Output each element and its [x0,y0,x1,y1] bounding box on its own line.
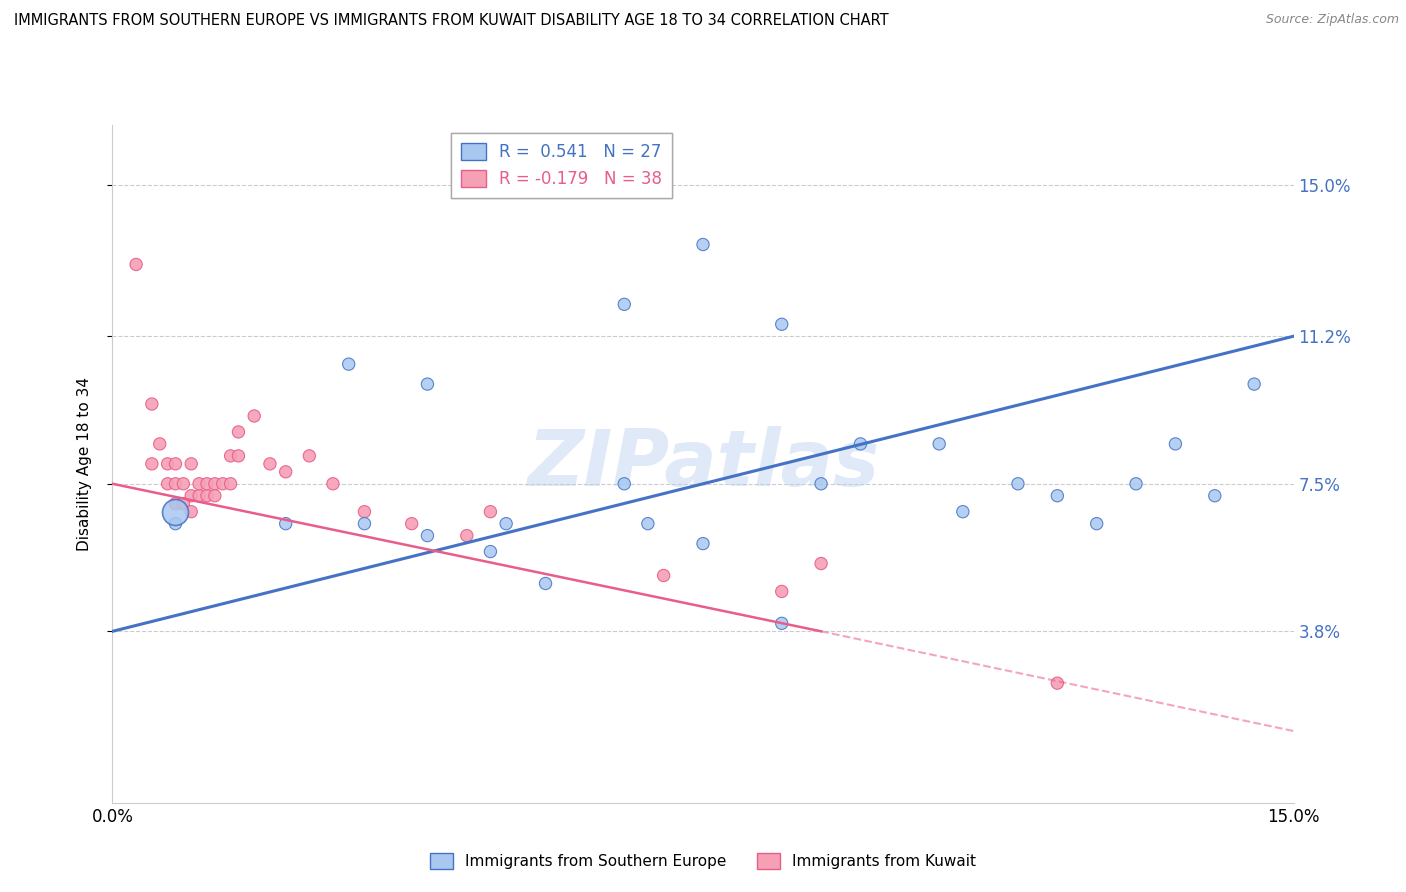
Text: IMMIGRANTS FROM SOUTHERN EUROPE VS IMMIGRANTS FROM KUWAIT DISABILITY AGE 18 TO 3: IMMIGRANTS FROM SOUTHERN EUROPE VS IMMIG… [14,13,889,29]
Point [274,465,297,479]
Point [188,489,211,503]
Point [195,476,218,491]
Point [211,476,233,491]
Point [204,489,226,503]
Point [479,505,502,519]
Point [1085,516,1108,531]
Point [810,557,832,571]
Point [219,449,242,463]
Point [188,476,211,491]
Point [204,476,226,491]
Point [165,497,187,511]
Point [165,476,187,491]
Point [1046,676,1069,690]
Point [770,318,793,332]
Point [479,544,502,558]
Point [165,516,187,531]
Point [274,516,297,531]
Point [810,476,832,491]
Point [495,516,517,531]
Point [172,476,194,491]
Point [322,476,344,491]
Point [1125,476,1147,491]
Point [228,425,250,439]
Point [180,489,202,503]
Point [613,297,636,311]
Point [165,457,187,471]
Point [353,505,375,519]
Point [770,584,793,599]
Point [1204,489,1226,503]
Point [770,616,793,631]
Point [692,536,714,550]
Legend: Immigrants from Southern Europe, Immigrants from Kuwait: Immigrants from Southern Europe, Immigra… [423,847,983,875]
Point [180,457,202,471]
Point [401,516,423,531]
Point [353,516,375,531]
Point [165,505,187,519]
Point [156,476,179,491]
Point [456,528,478,542]
Point [337,357,360,371]
Point [613,476,636,491]
Point [141,397,163,411]
Text: Source: ZipAtlas.com: Source: ZipAtlas.com [1265,13,1399,27]
Point [228,449,250,463]
Point [259,457,281,471]
Point [125,257,148,271]
Point [219,476,242,491]
Point [180,505,202,519]
Point [1046,489,1069,503]
Point [243,409,266,423]
Point [416,528,439,542]
Point [952,505,974,519]
Point [1243,377,1265,392]
Y-axis label: Disability Age 18 to 34: Disability Age 18 to 34 [77,376,91,551]
Point [298,449,321,463]
Point [534,576,557,591]
Point [195,489,218,503]
Point [928,437,950,451]
Point [416,377,439,392]
Point [692,237,714,252]
Point [652,568,675,582]
Point [141,457,163,471]
Point [156,457,179,471]
Text: ZIPatlas: ZIPatlas [527,425,879,502]
Point [149,437,172,451]
Point [1164,437,1187,451]
Point [849,437,872,451]
Point [1007,476,1029,491]
Point [172,497,194,511]
Point [637,516,659,531]
Legend: R =  0.541   N = 27, R = -0.179   N = 38: R = 0.541 N = 27, R = -0.179 N = 38 [450,133,672,198]
